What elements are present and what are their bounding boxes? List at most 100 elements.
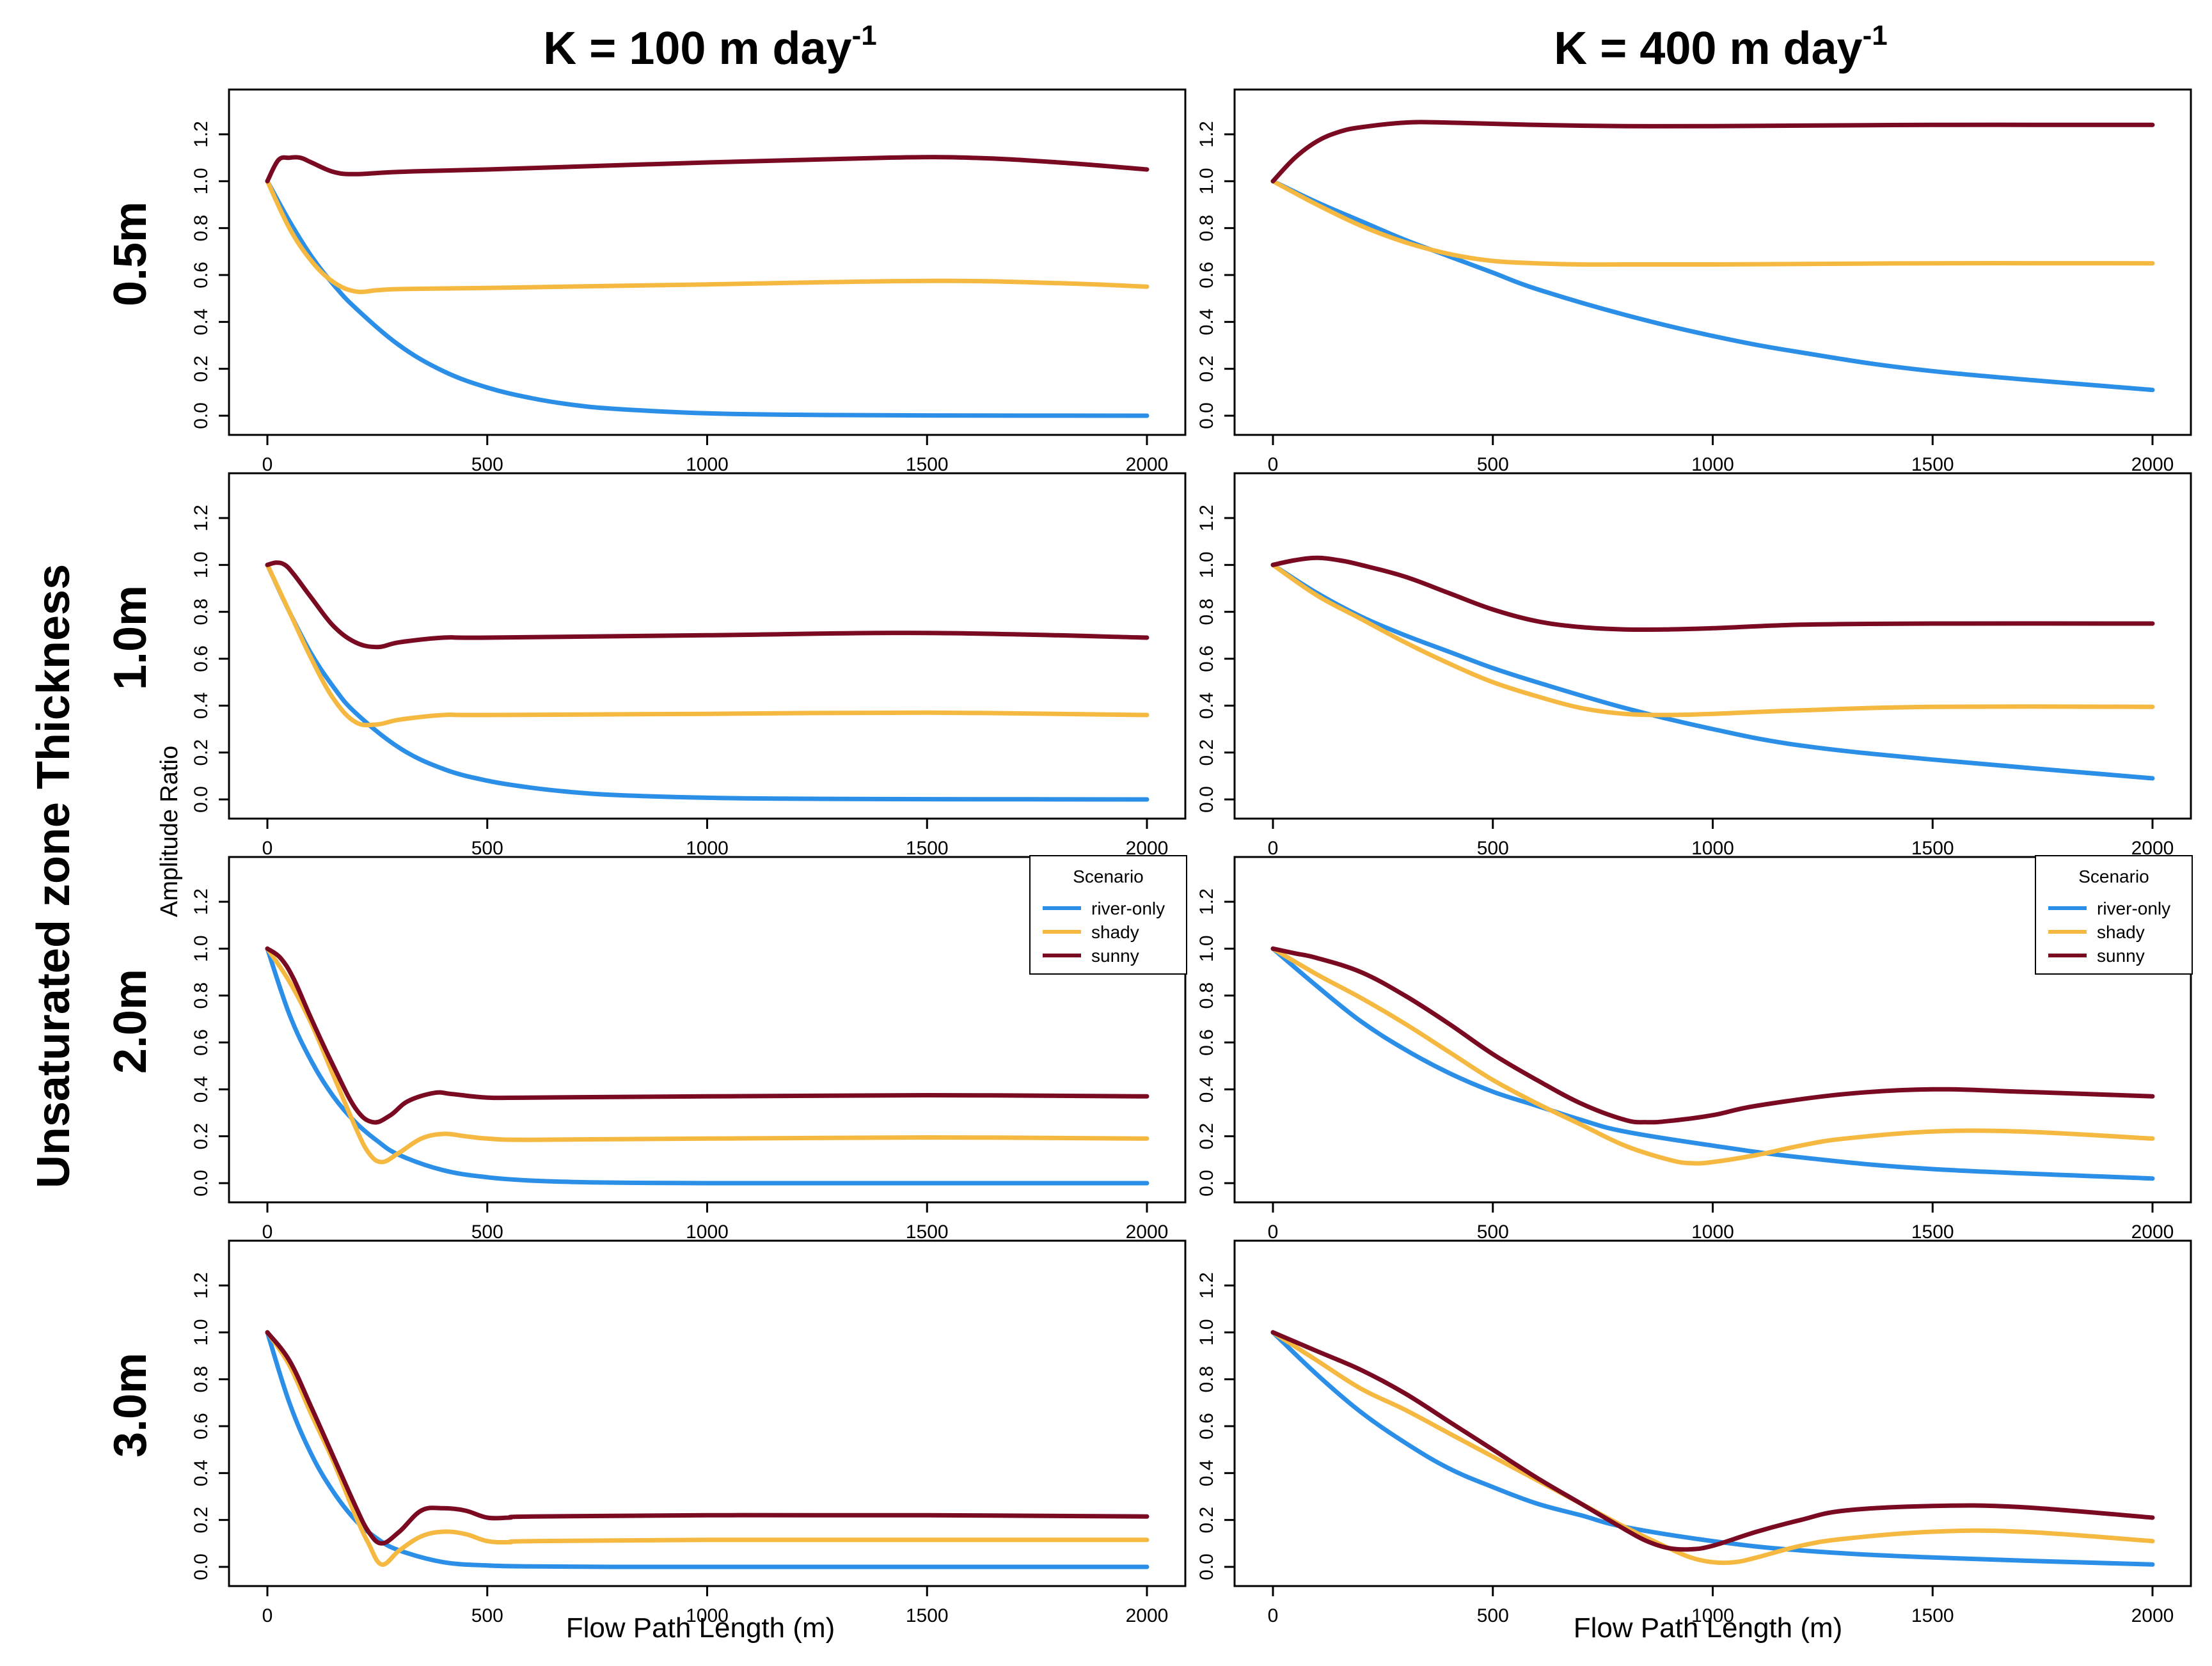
y-tick-label: 1.0 <box>191 168 212 194</box>
y-tick-label: 1.2 <box>1196 121 1217 148</box>
y-tick-label: 0.6 <box>1196 1413 1217 1440</box>
y-tick-label: 0.6 <box>1196 645 1217 672</box>
x-tick-label: 500 <box>1477 838 1509 859</box>
y-tick-label: 1.0 <box>191 551 212 578</box>
col-title-1-sup: -1 <box>1863 20 1888 51</box>
y-tick-label: 0.0 <box>191 1170 212 1197</box>
series-line-sunny <box>265 560 1149 650</box>
y-tick-label: 0.4 <box>1196 308 1217 335</box>
y-tick-label: 0.6 <box>191 645 212 672</box>
legend-label-sunny: sunny <box>2097 946 2145 966</box>
x-tick-label: 1500 <box>1911 454 1954 475</box>
x-tick-label: 2000 <box>2131 454 2174 475</box>
y-tick-label: 0.4 <box>1196 1076 1217 1103</box>
series-line-river-only <box>265 562 1149 802</box>
y-tick-label: 0.4 <box>1196 1459 1217 1486</box>
y-tick-label: 1.0 <box>1196 935 1217 962</box>
x-tick-label: 1500 <box>906 838 949 859</box>
x-tick-label: 500 <box>471 1222 503 1243</box>
x-tick-label: 1000 <box>686 454 729 475</box>
y-tick-label: 0.4 <box>191 308 212 335</box>
col-title-1-main: K = 400 m day <box>1554 23 1862 74</box>
y-tick-label: 0.8 <box>191 599 212 625</box>
x-tick-label: 0 <box>1268 1605 1279 1626</box>
unsaturated-zone-label: Unsaturated zone Thickness <box>28 564 79 1188</box>
y-tick-label: 1.0 <box>1196 168 1217 194</box>
x-tick-label: 2000 <box>1126 1222 1169 1243</box>
series-line-shady <box>1270 946 2155 1166</box>
series-line-shady <box>1270 1330 2155 1566</box>
y-tick-label: 1.2 <box>191 1272 212 1299</box>
y-tick-label: 0.0 <box>191 1553 212 1580</box>
x-tick-label: 0 <box>262 454 273 475</box>
x-tick-label: 500 <box>471 454 503 475</box>
x-tick-label: 1000 <box>1691 1605 1734 1626</box>
x-tick-label: 2000 <box>1126 1605 1169 1626</box>
legend-label-river-only: river-only <box>1091 899 1165 918</box>
panel-r2-c1: 0 500 1000 1500 2000 0.0 0.2 0.4 0.6 0.8 1.0 1.2 Sce… <box>1196 855 2193 1243</box>
legend-label-shady: shady <box>1091 922 1139 942</box>
panel-r3-c0: 0 500 1000 1500 2000 0.0 0.2 0.4 0.6 0.8 1.0 1.2 <box>191 1239 1187 1626</box>
y-tick-label: 0.2 <box>191 356 212 382</box>
x-tick-label: 1000 <box>686 1222 729 1243</box>
x-tick-label: 500 <box>1477 1222 1509 1243</box>
series-line-shady <box>1270 562 2155 718</box>
x-tick-label: 1000 <box>1691 454 1734 475</box>
x-tick-label: 1000 <box>686 1605 729 1626</box>
y-tick-label: 0.6 <box>1196 1029 1217 1056</box>
series-line-river-only <box>1270 562 2155 781</box>
x-tick-label: 0 <box>262 1605 273 1626</box>
x-tick-label: 1000 <box>1691 838 1734 859</box>
series-line-river-only <box>265 946 1149 1186</box>
y-tick-label: 0.0 <box>1196 786 1217 813</box>
x-tick-label: 0 <box>1268 838 1279 859</box>
series-line-shady <box>265 562 1149 728</box>
x-tick-label: 500 <box>471 1605 503 1626</box>
y-tick-label: 1.0 <box>191 935 212 962</box>
y-tick-label: 0.8 <box>1196 599 1217 625</box>
x-tick-label: 2000 <box>2131 1222 2174 1243</box>
y-tick-label: 0.6 <box>191 262 212 288</box>
y-tick-label: 1.0 <box>191 1319 212 1346</box>
x-tick-label: 1000 <box>1691 1222 1734 1243</box>
y-tick-label: 0.0 <box>1196 402 1217 429</box>
y-tick-label: 1.2 <box>191 121 212 148</box>
x-tick-label: 2000 <box>1126 454 1169 475</box>
y-tick-label: 1.0 <box>1196 551 1217 578</box>
x-tick-label: 500 <box>1477 454 1509 475</box>
col-title-0-sup: -1 <box>852 20 877 51</box>
x-tick-label: 0 <box>262 1222 273 1243</box>
x-tick-label: 500 <box>1477 1605 1509 1626</box>
y-tick-label: 0.0 <box>1196 1553 1217 1580</box>
series-line-sunny <box>1270 946 2155 1125</box>
x-tick-label: 1500 <box>1911 838 1954 859</box>
series-line-sunny <box>1270 120 2155 184</box>
y-tick-label: 0.4 <box>191 692 212 719</box>
y-tick-label: 0.4 <box>191 1459 212 1486</box>
y-tick-label: 0.0 <box>191 402 212 429</box>
series-line-river-only <box>1270 946 2155 1181</box>
y-tick-label: 0.6 <box>191 1413 212 1440</box>
series-line-sunny <box>1270 555 2155 633</box>
y-tick-label: 0.4 <box>1196 692 1217 719</box>
y-tick-label: 0.2 <box>191 1507 212 1534</box>
legend: Scenario river-only shady sunny <box>1029 855 1187 975</box>
y-tick-label: 0.0 <box>191 786 212 813</box>
y-tick-label: 0.2 <box>1196 1123 1217 1150</box>
y-tick-label: 0.8 <box>1196 982 1217 1009</box>
legend-title: Scenario <box>2078 867 2149 886</box>
x-tick-label: 1500 <box>906 1605 949 1626</box>
x-tick-label: 1500 <box>1911 1605 1954 1626</box>
x-tick-label: 0 <box>1268 1222 1279 1243</box>
x-tick-label: 0 <box>262 838 273 859</box>
plot-frame <box>228 88 1187 436</box>
legend-label-river-only: river-only <box>2097 899 2170 918</box>
col-title-0-main: K = 100 m day <box>543 23 851 74</box>
series-line-river-only <box>265 1330 1149 1569</box>
y-tick-label: 1.2 <box>1196 888 1217 915</box>
y-tick-label: 0.8 <box>1196 1366 1217 1393</box>
series-line-shady <box>265 178 1149 294</box>
legend-label-sunny: sunny <box>1091 946 1139 966</box>
